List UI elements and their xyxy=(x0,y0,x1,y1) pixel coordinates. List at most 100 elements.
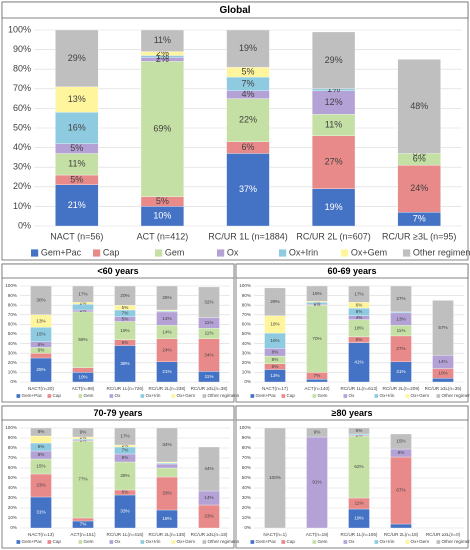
x-tick-label: RC/UR 1L(n=416) xyxy=(107,532,144,537)
data-label: 10% xyxy=(438,371,447,376)
bar-segment xyxy=(226,29,270,68)
legend-label: Ox+Irin xyxy=(380,539,395,544)
panel-header xyxy=(235,263,469,279)
y-tick-label: 10% xyxy=(242,515,251,520)
bar-segment xyxy=(72,517,94,522)
bar-segment xyxy=(55,86,99,113)
legend-swatch xyxy=(202,394,207,398)
bar-segment xyxy=(432,378,454,383)
data-label: 16% xyxy=(270,338,279,343)
data-label: 7% xyxy=(80,522,87,527)
data-label: 17% xyxy=(78,291,87,296)
legend-label: Ox xyxy=(349,539,356,544)
chart-title: Global xyxy=(219,5,250,16)
x-tick-label: RC/UR ≥3L(n=18) xyxy=(191,532,228,537)
data-label: 15% xyxy=(396,439,405,444)
bar-segment xyxy=(30,427,52,437)
chart-title: 60-69 years xyxy=(327,266,376,276)
bar-segment xyxy=(114,285,136,306)
data-label: 7% xyxy=(122,311,129,316)
data-label: 8% xyxy=(122,455,129,460)
y-tick-label: 60% xyxy=(242,465,251,470)
data-label: 11% xyxy=(397,328,406,333)
bar-segment xyxy=(397,165,441,213)
bar-segment xyxy=(72,367,94,373)
y-tick-label: 10% xyxy=(242,370,251,375)
data-label: 31% xyxy=(36,510,45,515)
data-label: 14% xyxy=(162,316,171,321)
bar-segment xyxy=(30,285,52,315)
data-label: 6% xyxy=(356,428,363,433)
bar-segment xyxy=(140,29,184,52)
y-tick-label: 0% xyxy=(18,220,31,230)
y-tick-label: 70% xyxy=(8,312,17,317)
data-label: 19% xyxy=(239,43,257,53)
data-label: 58% xyxy=(78,337,87,342)
data-label: 12% xyxy=(325,97,343,107)
legend-label: Gem+Pac xyxy=(22,539,43,544)
y-tick-label: 80% xyxy=(13,64,31,74)
y-tick-label: 60% xyxy=(13,103,31,113)
y-tick-label: 40% xyxy=(8,341,17,346)
y-tick-label: 0% xyxy=(244,525,251,530)
legend-label: Other regimens xyxy=(208,393,240,398)
data-label: 29% xyxy=(68,53,86,63)
data-label: 8% xyxy=(356,309,363,314)
bar-segment xyxy=(432,300,454,356)
data-label: 24% xyxy=(162,348,171,353)
legend-swatch xyxy=(312,394,317,398)
data-label: 34% xyxy=(204,352,213,357)
data-label: 14% xyxy=(162,329,171,334)
y-tick-label: 0% xyxy=(10,379,17,384)
data-label: 18% xyxy=(270,322,279,327)
legend-label: Other regimens xyxy=(442,393,470,398)
data-label: 17% xyxy=(354,291,363,296)
data-label: 29% xyxy=(270,299,279,304)
bar-segment xyxy=(114,427,136,446)
bar-segment xyxy=(55,184,99,227)
data-label: 8% xyxy=(38,452,45,457)
y-tick-label: 50% xyxy=(13,122,31,132)
data-label: 1% xyxy=(156,51,169,61)
legend-swatch xyxy=(403,249,411,257)
legend-swatch xyxy=(436,540,441,544)
x-tick-label: RC/UR ≥3L(n=38) xyxy=(191,386,228,391)
legend-swatch xyxy=(405,540,410,544)
data-label: 24% xyxy=(410,183,428,193)
data-label: 5% xyxy=(156,196,169,206)
data-label: 9% xyxy=(314,430,321,435)
data-label: 27% xyxy=(325,157,343,167)
data-label: 30% xyxy=(36,298,45,303)
bar-segment xyxy=(72,427,94,438)
legend-swatch xyxy=(155,249,163,257)
data-label: 15% xyxy=(36,332,45,337)
data-label: 2% xyxy=(80,300,87,305)
data-label: 77% xyxy=(78,477,87,482)
legend-swatch xyxy=(16,394,21,398)
legend-label: Cap xyxy=(287,539,296,544)
legend-swatch xyxy=(109,394,114,398)
x-tick-label: NACT(n=13) xyxy=(28,532,54,537)
data-label: 1% xyxy=(327,84,340,94)
y-tick-label: 40% xyxy=(13,142,31,152)
bar-segment xyxy=(312,31,356,89)
data-label: 19% xyxy=(120,328,129,333)
y-tick-label: 20% xyxy=(242,505,251,510)
y-tick-label: 100% xyxy=(8,24,31,34)
bar-segment xyxy=(312,188,356,227)
bar-segment xyxy=(348,285,370,303)
data-label: 11% xyxy=(154,35,171,45)
y-tick-label: 90% xyxy=(242,435,251,440)
data-label: 67% xyxy=(396,488,405,493)
data-label: 27% xyxy=(396,346,405,351)
bar-segment xyxy=(156,463,178,469)
bar-segment xyxy=(397,59,441,154)
bar-segment xyxy=(348,427,370,435)
legend-label: Ox+Gem xyxy=(177,539,196,544)
data-label: 9% xyxy=(80,430,87,435)
legend-label: Gem xyxy=(84,393,94,398)
data-label: 8% xyxy=(272,357,279,362)
data-label: 62% xyxy=(354,464,363,469)
bar-segment xyxy=(390,285,412,313)
legend-label: Gem xyxy=(318,539,328,544)
